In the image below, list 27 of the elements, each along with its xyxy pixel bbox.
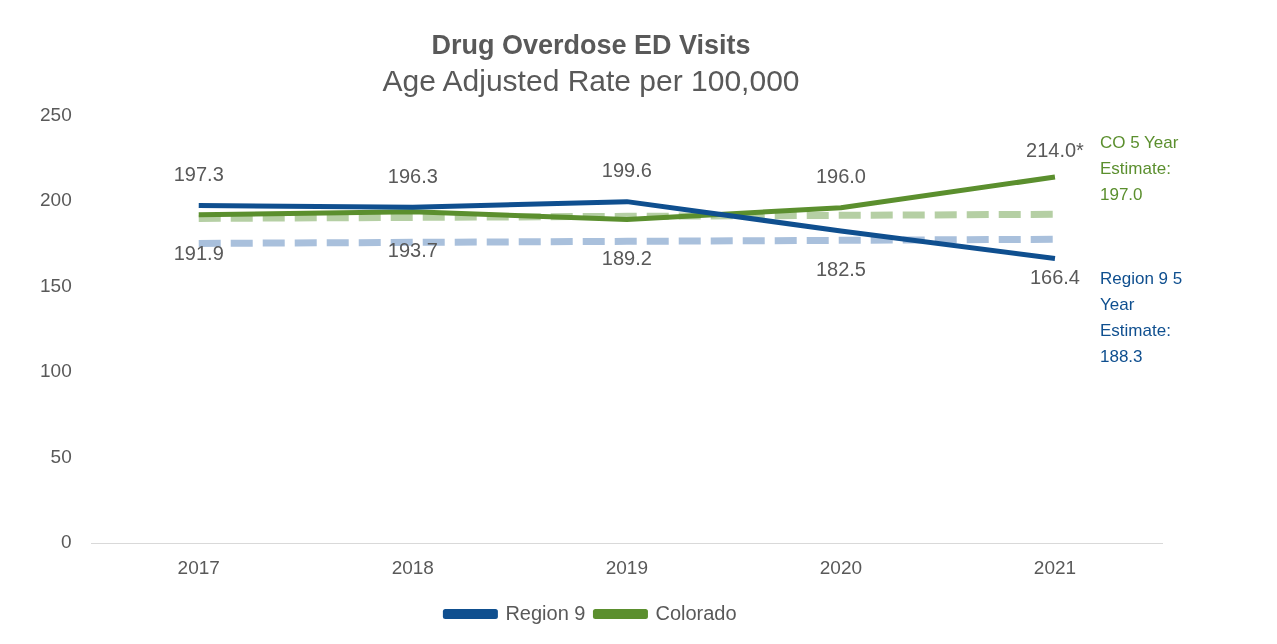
data-label: 191.9 [173,242,224,265]
annotation: CO 5 Year Estimate: 197.0 [1100,132,1179,204]
data-label: 189.2 [601,246,652,269]
annotation: Region 9 5 Year Estimate: 188.3 [1100,268,1183,366]
legend-label: Colorado [655,601,737,624]
data-label: 196.3 [387,164,438,187]
y-tick-label: 100 [40,360,72,382]
chart-subtitle: Age Adjusted Rate per 100,000 [382,63,800,97]
data-label: 166.4 [1029,265,1080,288]
data-label: 196.0 [815,165,866,188]
data-label: 199.6 [601,159,652,182]
x-tick-label: 2020 [819,556,863,578]
chart-title: Drug Overdose ED Visits [431,29,751,60]
y-tick-label: 50 [50,445,72,467]
data-label: 214.0* [1026,138,1085,161]
y-tick-label: 150 [40,274,72,296]
x-tick-label: 2017 [177,556,220,578]
y-tick-label: 0 [61,531,72,553]
x-tick-label: 2021 [1033,556,1077,578]
legend-label: Region 9 [505,601,586,624]
x-tick-label: 2018 [391,556,434,578]
y-tick-label: 200 [40,189,72,211]
y-tick-label: 250 [40,103,72,125]
data-label: 193.7 [387,239,438,262]
data-label: 197.3 [173,163,224,186]
x-tick-label: 2019 [605,556,648,578]
data-label: 182.5 [815,258,866,281]
